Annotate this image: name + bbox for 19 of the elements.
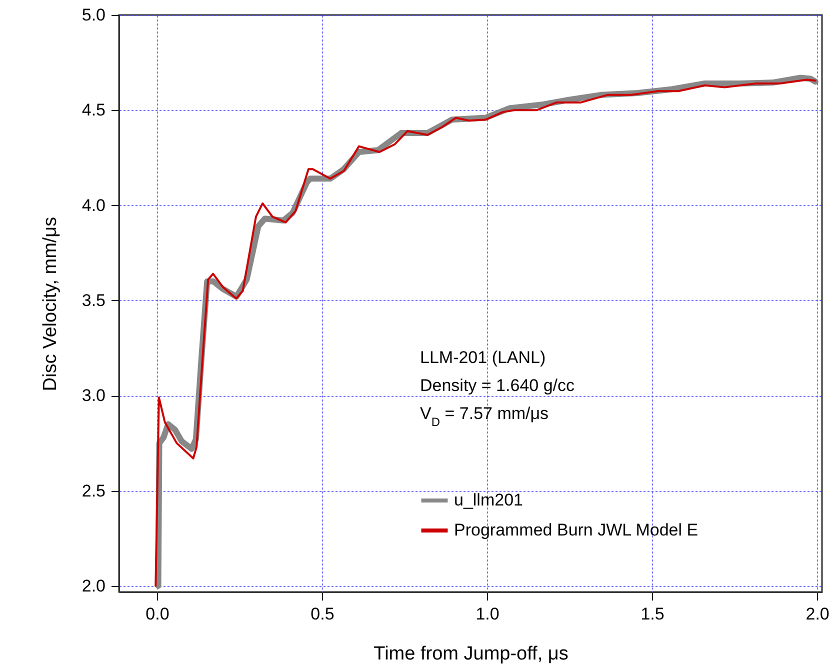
x-tick-label: 2.0	[806, 604, 830, 624]
y-tick-label: 2.0	[82, 576, 106, 596]
y-tick-label: 2.5	[82, 481, 106, 500]
x-tick-label: 0.5	[310, 604, 334, 624]
y-tick-label: 4.5	[82, 100, 106, 120]
annotation: LLM-201 (LANL)	[420, 348, 546, 367]
x-axis-title: Time from Jump-off, μs	[374, 644, 568, 664]
x-tick-label: 1.5	[640, 604, 664, 624]
y-tick-label: 4.0	[82, 196, 106, 215]
legend-label: Programmed Burn JWL Model E	[454, 520, 698, 540]
y-tick-label: 3.0	[82, 386, 106, 406]
legend-label: u_llm201	[454, 490, 523, 510]
y-tick-label: 5.0	[82, 6, 106, 24]
y-tick-label: 3.5	[82, 290, 106, 310]
x-tick-label: 0.0	[146, 604, 170, 624]
annotation: V$_{D}$ = 7.57 mm/μs	[420, 404, 549, 429]
y-axis-title: Disc Velocity, mm/μs	[40, 216, 61, 392]
annotation: Density = 1.640 g/cc	[420, 376, 575, 395]
x-tick-label: 1.0	[476, 604, 500, 624]
